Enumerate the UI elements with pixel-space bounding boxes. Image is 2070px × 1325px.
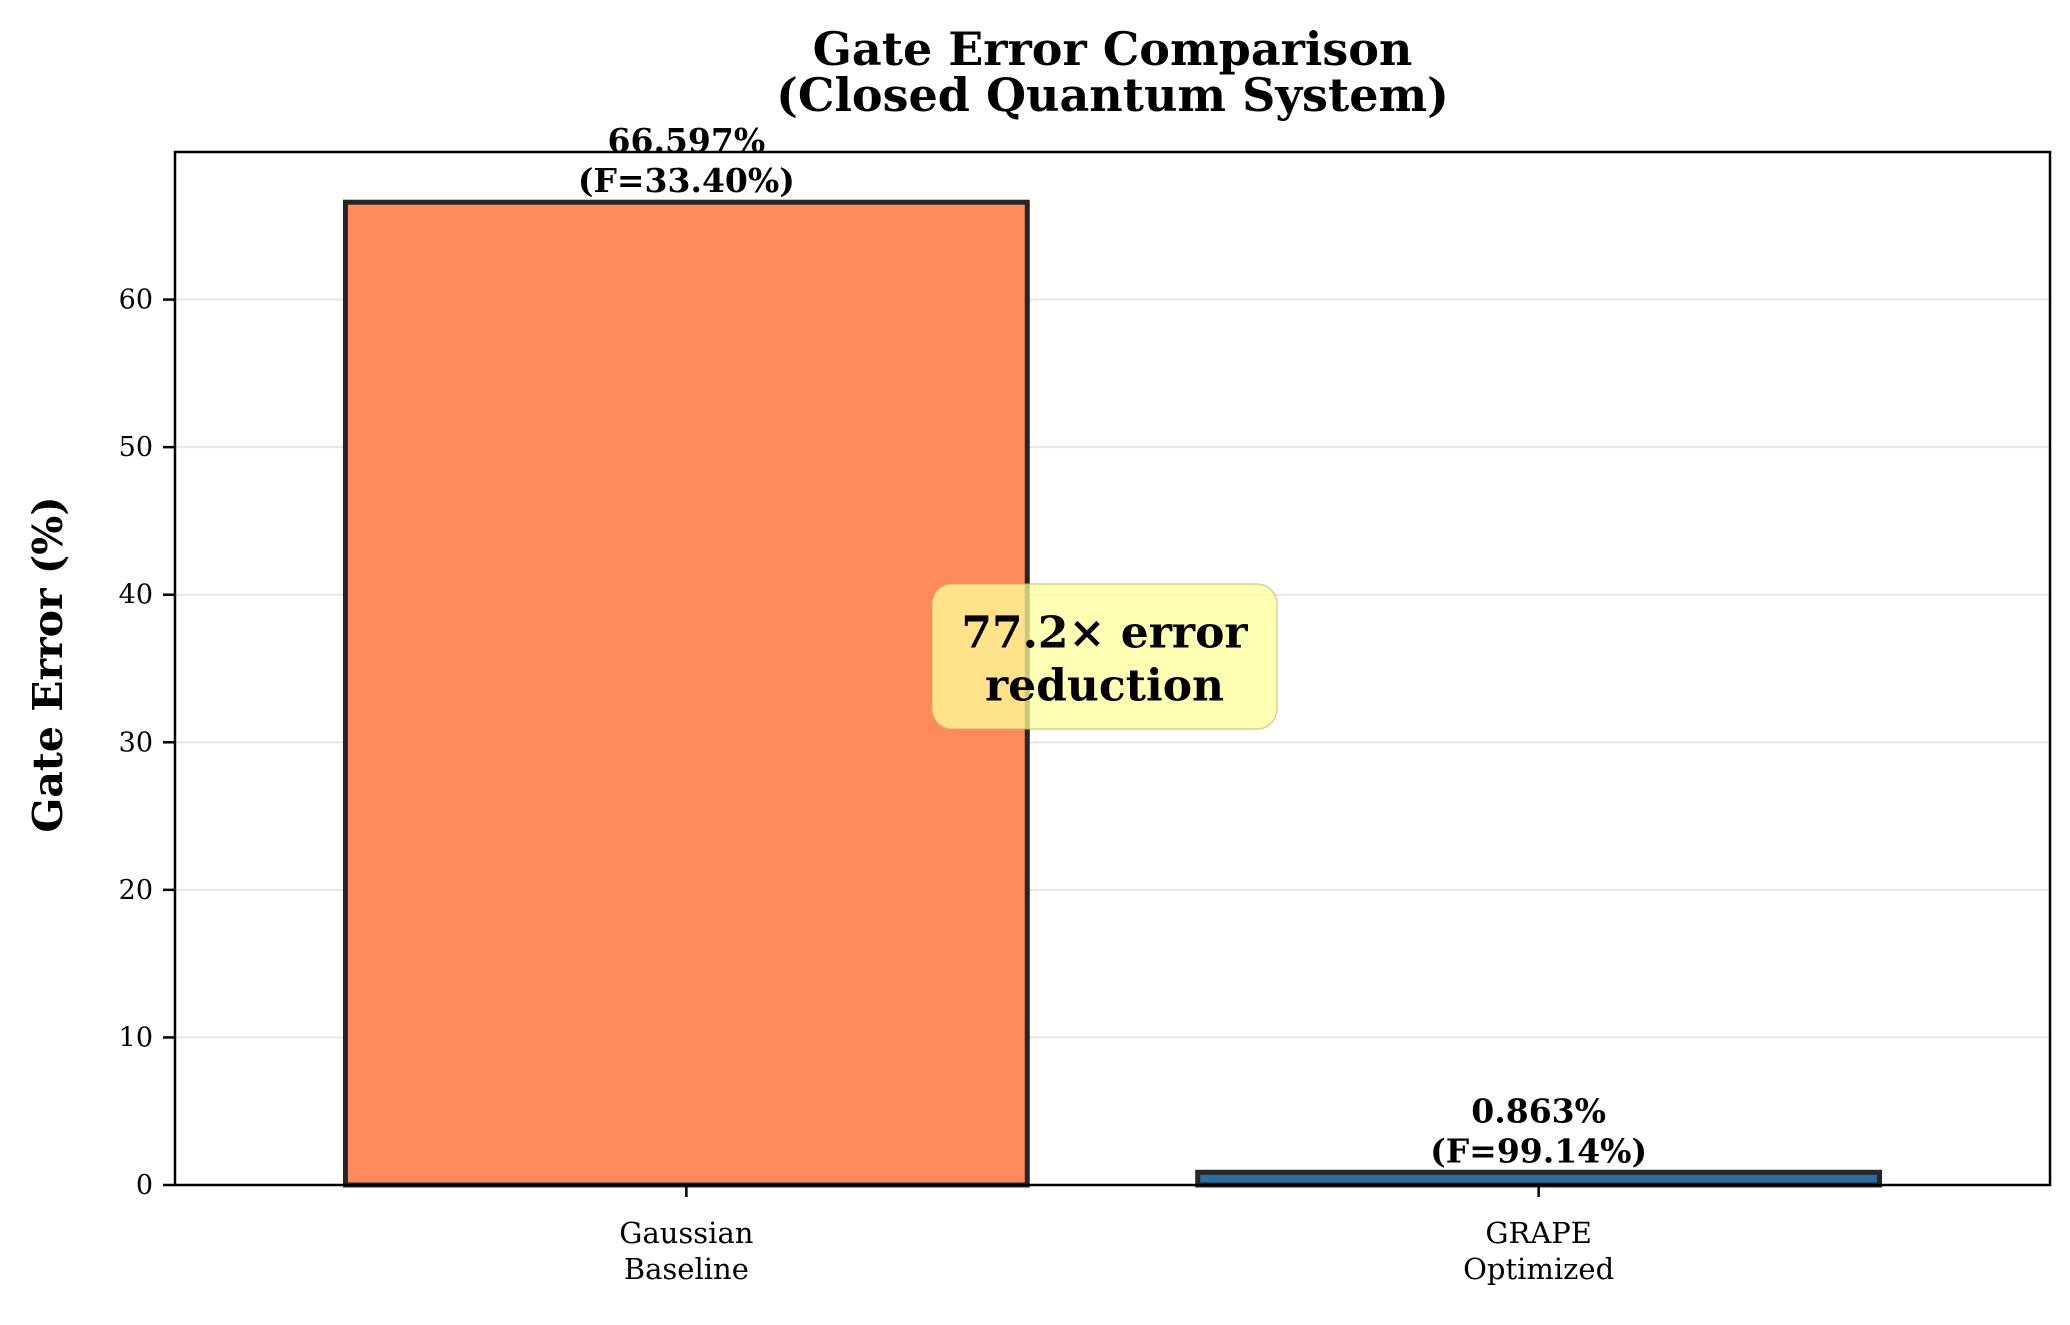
y-axis-ticks: 0 10 20 30 40 50 60 <box>119 285 175 1201</box>
y-tick-label: 10 <box>119 1022 153 1053</box>
bar-value-label-line: 66.597% <box>608 121 766 160</box>
y-tick-label: 20 <box>119 875 153 906</box>
x-tick-label-line: Optimized <box>1463 1252 1614 1286</box>
y-tick-label: 60 <box>119 285 153 316</box>
chart-title-line: Gate Error Comparison <box>813 22 1413 76</box>
y-axis-label: Gate Error (%) <box>24 496 72 832</box>
bar-value-labels: 66.597% (F=33.40%) 0.863% (F=99.14%) <box>578 121 1647 1170</box>
x-tick-label: Gaussian Baseline <box>619 1216 753 1286</box>
bar-grape <box>1195 1169 1883 1188</box>
x-tick-label-line: Gaussian <box>619 1216 753 1250</box>
x-tick-label-line: Baseline <box>624 1252 749 1286</box>
annotation-text: 77.2× error reduction <box>961 608 1248 712</box>
bar-gaussian <box>342 199 1030 1188</box>
chart-title: Gate Error Comparison (Closed Quantum Sys… <box>776 22 1449 122</box>
y-axis-label-text: Gate Error (%) <box>24 496 72 832</box>
annotation-text-line: reduction <box>985 661 1224 712</box>
x-axis-ticks: Gaussian Baseline GRAPE Optimized <box>619 1185 1614 1286</box>
bar-value-label: 0.863% (F=99.14%) <box>1430 1091 1647 1170</box>
bar-value-label-line: (F=99.14%) <box>1430 1131 1647 1170</box>
chart-title-text: Gate Error Comparison (Closed Quantum Sys… <box>776 22 1449 122</box>
bar-value-label-line: 0.863% <box>1471 1091 1606 1130</box>
bar-value-label-line: (F=33.40%) <box>578 161 795 200</box>
plot-frame <box>173 150 2052 1187</box>
y-tick-label: 30 <box>119 727 153 758</box>
y-tick-label: 0 <box>136 1170 153 1201</box>
y-tick-label: 50 <box>119 432 153 463</box>
x-tick-label: GRAPE Optimized <box>1463 1216 1614 1286</box>
annotation-box <box>931 583 1278 730</box>
bar-value-label: 66.597% (F=33.40%) <box>578 121 795 200</box>
annotation: 77.2× error reduction <box>931 583 1278 730</box>
x-tick-label-line: GRAPE <box>1485 1216 1592 1250</box>
chart-title-line: (Closed Quantum System) <box>776 68 1449 122</box>
y-tick-label: 40 <box>119 580 153 611</box>
annotation-text-line: 77.2× error <box>961 608 1248 659</box>
